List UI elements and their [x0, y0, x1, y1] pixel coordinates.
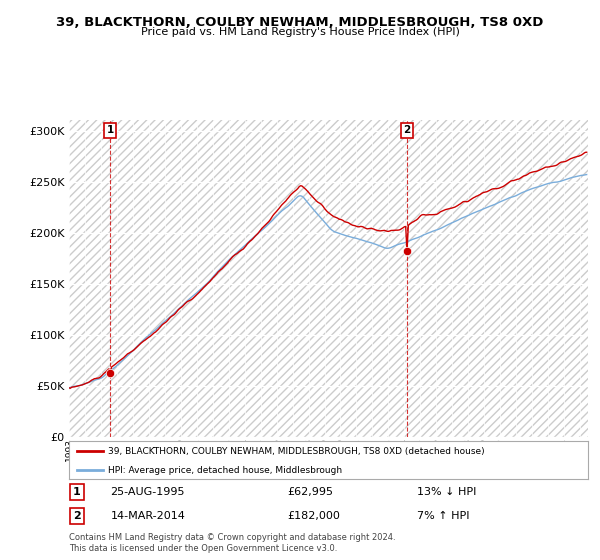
Text: £62,995: £62,995: [287, 487, 333, 497]
Text: 13% ↓ HPI: 13% ↓ HPI: [417, 487, 476, 497]
Text: 1: 1: [73, 487, 80, 497]
Text: 2: 2: [73, 511, 80, 521]
Text: 39, BLACKTHORN, COULBY NEWHAM, MIDDLESBROUGH, TS8 0XD (detached house): 39, BLACKTHORN, COULBY NEWHAM, MIDDLESBR…: [108, 447, 485, 456]
Text: 2: 2: [403, 125, 410, 135]
Text: 25-AUG-1995: 25-AUG-1995: [110, 487, 185, 497]
Text: Contains HM Land Registry data © Crown copyright and database right 2024.
This d: Contains HM Land Registry data © Crown c…: [69, 533, 395, 553]
Text: 7% ↑ HPI: 7% ↑ HPI: [417, 511, 469, 521]
Text: £182,000: £182,000: [287, 511, 340, 521]
Text: HPI: Average price, detached house, Middlesbrough: HPI: Average price, detached house, Midd…: [108, 466, 342, 475]
Text: 14-MAR-2014: 14-MAR-2014: [110, 511, 185, 521]
Text: Price paid vs. HM Land Registry's House Price Index (HPI): Price paid vs. HM Land Registry's House …: [140, 27, 460, 37]
Text: 39, BLACKTHORN, COULBY NEWHAM, MIDDLESBROUGH, TS8 0XD: 39, BLACKTHORN, COULBY NEWHAM, MIDDLESBR…: [56, 16, 544, 29]
Text: 1: 1: [107, 125, 114, 135]
